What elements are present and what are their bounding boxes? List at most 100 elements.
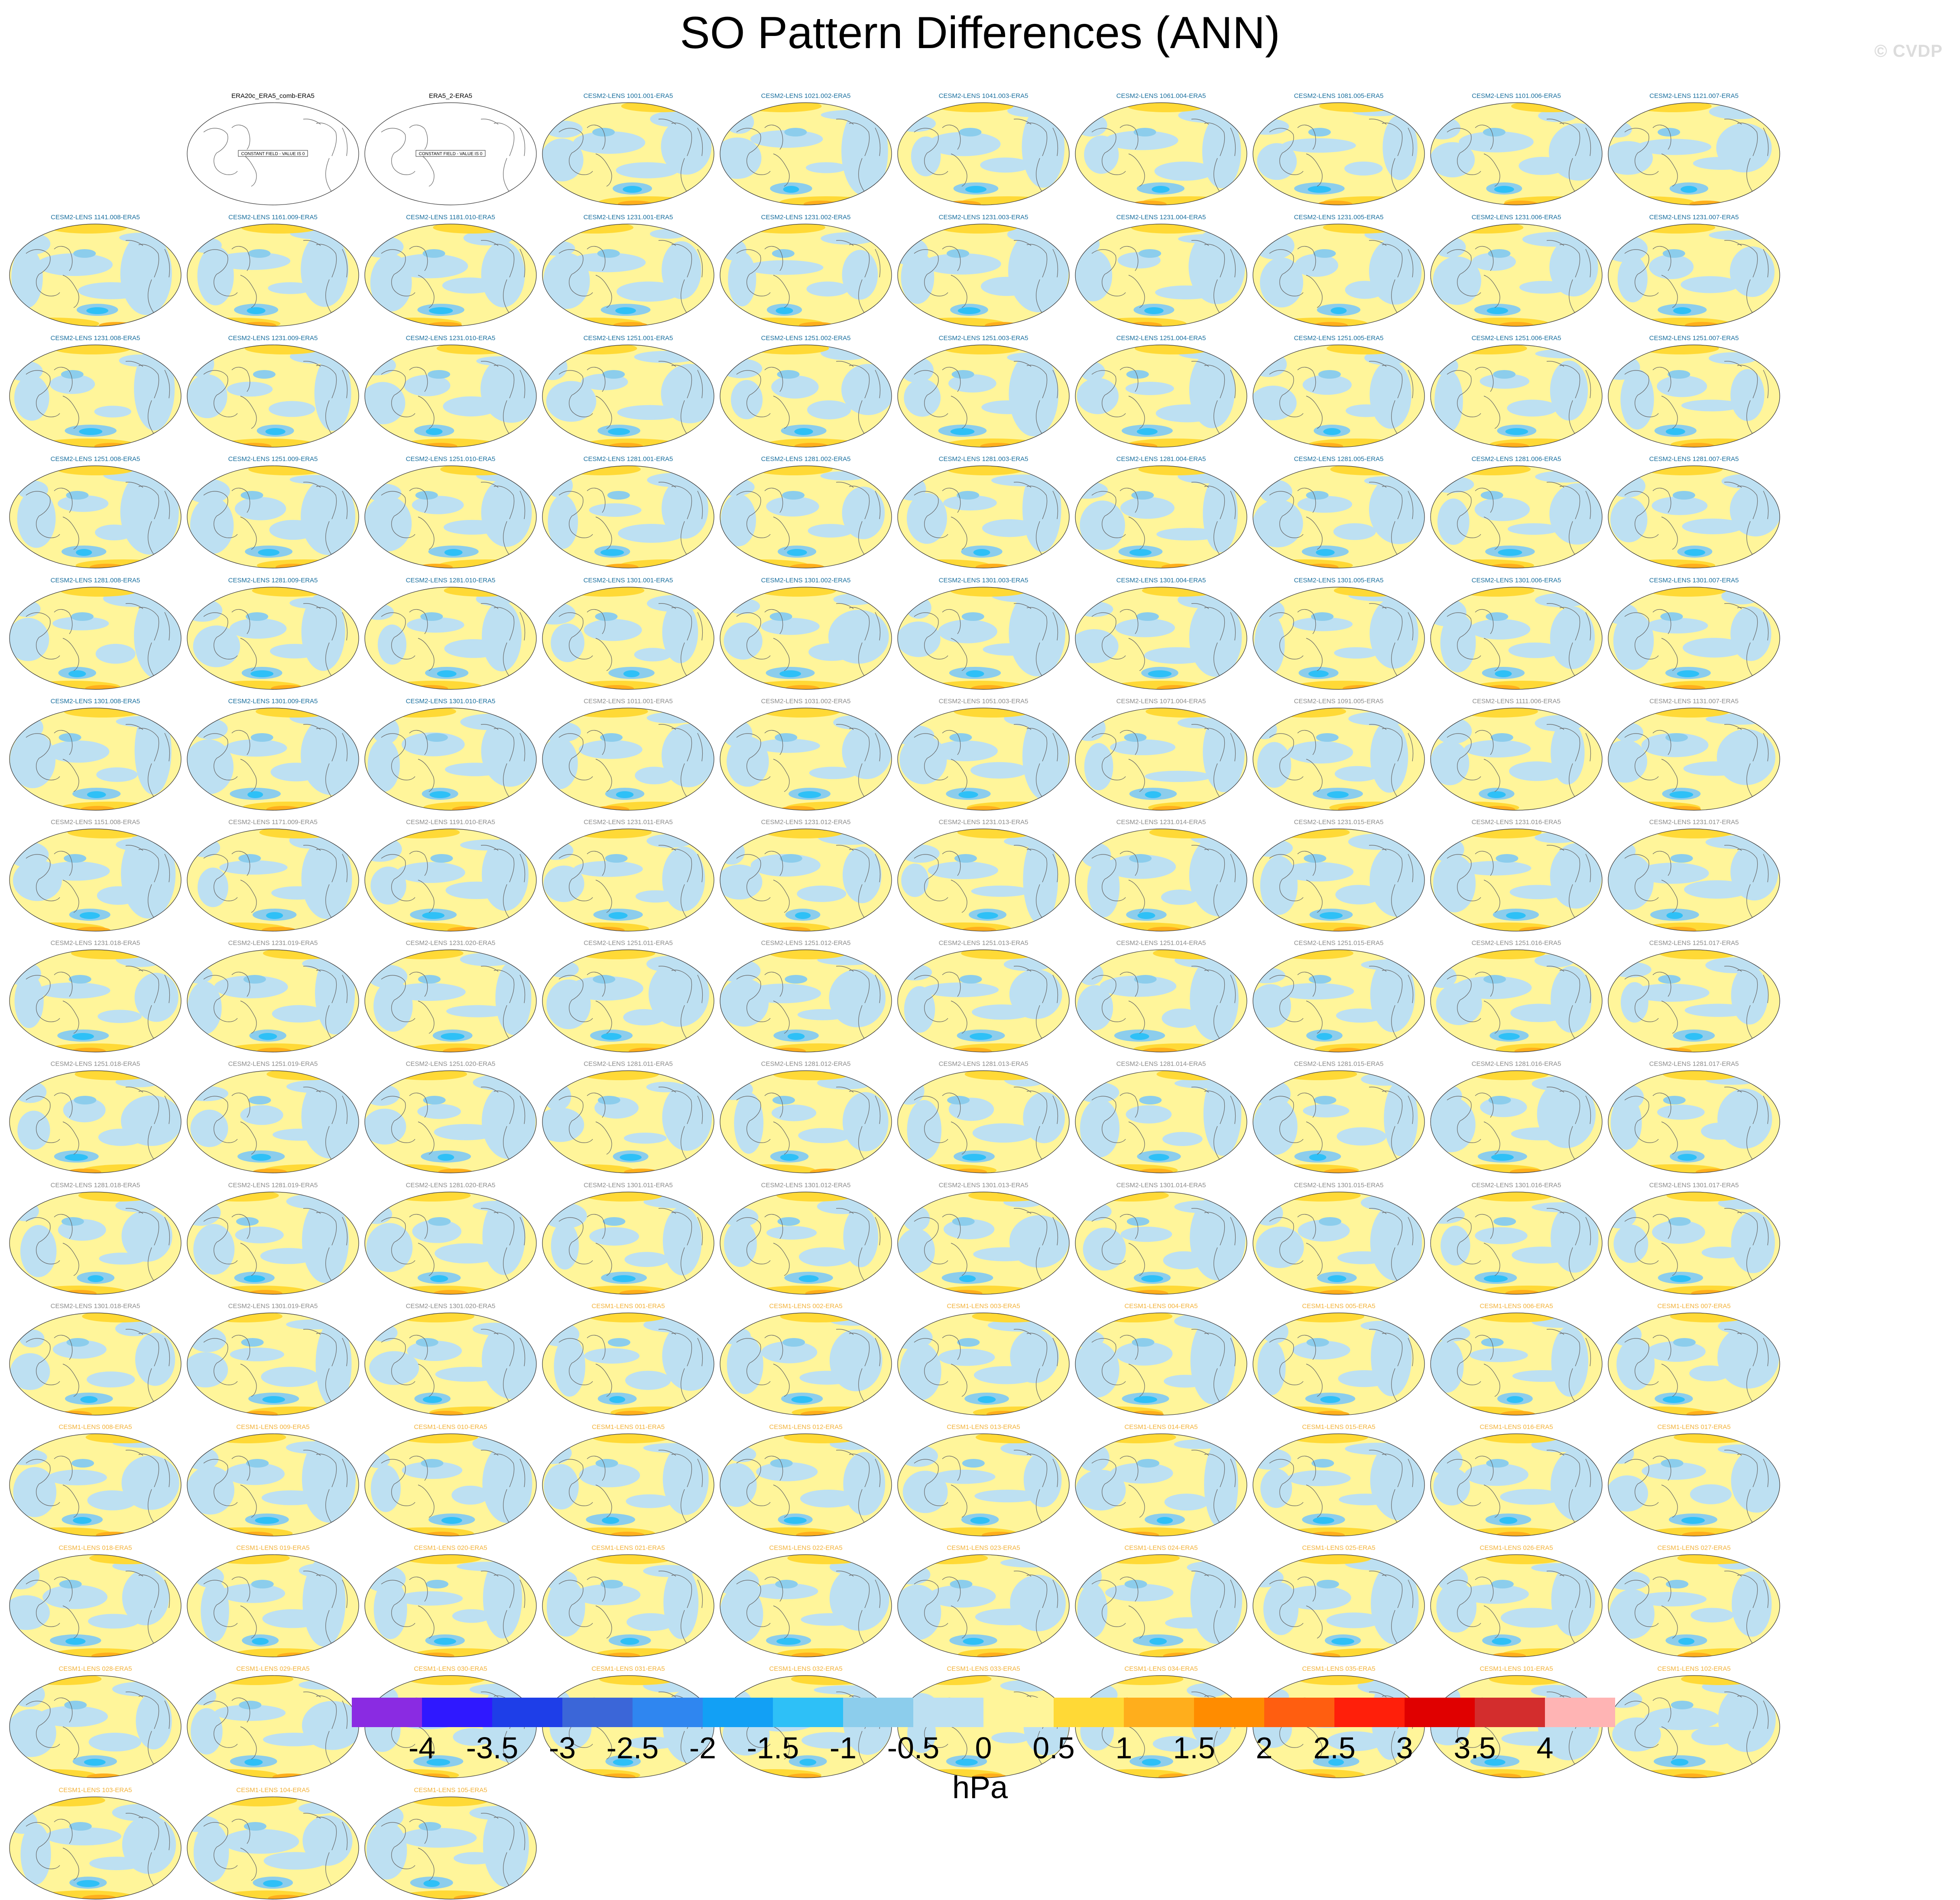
- panel-map: [1253, 828, 1425, 932]
- panel-map: [1253, 1433, 1425, 1536]
- panel-title: CESM1-LENS 001-ERA5: [591, 1302, 665, 1310]
- panel-title: CESM1-LENS 008-ERA5: [58, 1423, 132, 1431]
- panel-title: CESM1-LENS 026-ERA5: [1480, 1544, 1553, 1552]
- panel-map: [720, 1675, 892, 1778]
- panel-title: CESM2-LENS 1251.005-ERA5: [1294, 335, 1384, 342]
- panel-title: CESM2-LENS 1281.007-ERA5: [1649, 455, 1739, 463]
- panel-title: CESM2-LENS 1301.015-ERA5: [1294, 1181, 1384, 1189]
- panel-title: CESM2-LENS 1281.012-ERA5: [761, 1060, 851, 1068]
- panel-map: [1608, 102, 1780, 205]
- panel-title: CESM1-LENS 013-ERA5: [947, 1423, 1020, 1431]
- panel-title: CESM2-LENS 1021.002-ERA5: [761, 92, 851, 100]
- panel-map: [1608, 1312, 1780, 1416]
- panel-map: [364, 1675, 537, 1778]
- panel-title: CESM1-LENS 032-ERA5: [769, 1665, 843, 1673]
- panel-title: CESM1-LENS 015-ERA5: [1302, 1423, 1376, 1431]
- panel-title: CESM2-LENS 1251.014-ERA5: [1116, 939, 1206, 947]
- panel-title: CESM2-LENS 1231.016-ERA5: [1471, 818, 1561, 826]
- panel-map: [1075, 1433, 1247, 1536]
- panel-map: [9, 1675, 182, 1778]
- panel-title: CESM2-LENS 1251.015-ERA5: [1294, 939, 1384, 947]
- panel-map: [897, 1191, 1070, 1295]
- chart-title: SO Pattern Differences (ANN): [680, 8, 1280, 58]
- panel-map: [187, 708, 359, 811]
- panel-title: CESM2-LENS 1231.006-ERA5: [1471, 214, 1561, 221]
- panel-title: CESM2-LENS 1011.001-ERA5: [584, 697, 673, 705]
- panel-title: CESM2-LENS 1281.003-ERA5: [938, 455, 1029, 463]
- panel-map: [1608, 828, 1780, 932]
- panel-title: CESM2-LENS 1161.009-ERA5: [228, 214, 318, 221]
- panel-map: [1253, 344, 1425, 448]
- panel-map: [364, 344, 537, 448]
- panel-title: CESM2-LENS 1091.005-ERA5: [1294, 697, 1384, 705]
- panel-map: [187, 1312, 359, 1416]
- panel-map: [1608, 224, 1780, 327]
- panel-map: [542, 708, 714, 811]
- panel-map: [1430, 465, 1603, 568]
- constant-field-note: CONSTANT FIELD - VALUE IS 0: [241, 152, 305, 156]
- panel-title: CESM2-LENS 1281.004-ERA5: [1116, 455, 1206, 463]
- panel-map: [1430, 344, 1603, 448]
- panel-title: CESM2-LENS 1281.001-ERA5: [583, 455, 673, 463]
- panel-map: [1608, 1675, 1780, 1778]
- panel-map: [1430, 949, 1603, 1052]
- panel-map: [542, 1554, 714, 1657]
- panel-title: CESM2-LENS 1231.019-ERA5: [228, 939, 318, 947]
- panel-map: [1075, 708, 1247, 811]
- panel-map: [1608, 949, 1780, 1052]
- panel-map: [364, 708, 537, 811]
- panel-map: [9, 708, 182, 811]
- panel-map: [1608, 1433, 1780, 1536]
- panel-map: [897, 344, 1070, 448]
- panel-title: ERA20c_ERA5_comb-ERA5: [231, 92, 315, 100]
- panel-title: CESM2-LENS 1251.007-ERA5: [1649, 335, 1739, 342]
- panel-title: CESM2-LENS 1231.007-ERA5: [1649, 214, 1739, 221]
- panel-map: [364, 949, 537, 1052]
- panel-title: CESM1-LENS 027-ERA5: [1657, 1544, 1731, 1552]
- panel-title: CESM2-LENS 1171.009-ERA5: [228, 818, 318, 826]
- panel-title: CESM2-LENS 1251.002-ERA5: [761, 335, 851, 342]
- panel-title: CESM2-LENS 1301.016-ERA5: [1471, 1181, 1561, 1189]
- panel-map: [9, 1433, 182, 1536]
- panel-map: [1075, 465, 1247, 568]
- panel-title: CESM2-LENS 1151.008-ERA5: [51, 818, 140, 826]
- constant-field-note: CONSTANT FIELD - VALUE IS 0: [419, 152, 483, 156]
- panel-title: CESM2-LENS 1231.010-ERA5: [406, 335, 496, 342]
- panel-title: CESM2-LENS 1301.012-ERA5: [761, 1181, 851, 1189]
- panel-map: [1608, 1070, 1780, 1173]
- panel-map: [1608, 1191, 1780, 1295]
- panel-title: CESM1-LENS 103-ERA5: [58, 1786, 132, 1794]
- panel-title: CESM2-LENS 1281.005-ERA5: [1294, 455, 1384, 463]
- panel-title: CESM2-LENS 1301.020-ERA5: [406, 1302, 496, 1310]
- panel-title: CESM1-LENS 102-ERA5: [1657, 1665, 1731, 1673]
- panel-map: [9, 828, 182, 932]
- panel-title: CESM2-LENS 1231.015-ERA5: [1294, 818, 1384, 826]
- panel-title: CESM2-LENS 1181.010-ERA5: [406, 214, 495, 221]
- panel-map: [1608, 465, 1780, 568]
- panel-title: CESM1-LENS 034-ERA5: [1124, 1665, 1198, 1673]
- panel-map: [720, 102, 892, 205]
- panel-title: CESM2-LENS 1301.006-ERA5: [1471, 576, 1561, 584]
- panel-title: CESM2-LENS 1191.010-ERA5: [406, 818, 495, 826]
- panel-map: [1430, 224, 1603, 327]
- panel-map: [9, 1191, 182, 1295]
- panel-map: [1253, 465, 1425, 568]
- panel-map: [187, 1554, 359, 1657]
- panel-map: [720, 1312, 892, 1416]
- panel-map: [9, 1796, 182, 1900]
- panel-map: [9, 586, 182, 690]
- panel-map: [720, 708, 892, 811]
- panel-title: CESM2-LENS 1281.015-ERA5: [1294, 1060, 1384, 1068]
- panel-title: CESM2-LENS 1231.002-ERA5: [761, 214, 851, 221]
- panel-title: CESM1-LENS 101-ERA5: [1480, 1665, 1553, 1673]
- panel-title: CESM2-LENS 1231.018-ERA5: [50, 939, 140, 947]
- panel-map: [542, 344, 714, 448]
- panel-map: [897, 828, 1070, 932]
- panel-map: [364, 1796, 537, 1900]
- panel-title: CESM2-LENS 1281.009-ERA5: [228, 576, 318, 584]
- panel-title: CESM1-LENS 022-ERA5: [769, 1544, 843, 1552]
- panel-title: CESM2-LENS 1251.008-ERA5: [50, 455, 140, 463]
- panel-title: CESM2-LENS 1251.018-ERA5: [50, 1060, 140, 1068]
- panel-title: CESM1-LENS 028-ERA5: [58, 1665, 132, 1673]
- panel-title: CESM2-LENS 1231.012-ERA5: [761, 818, 851, 826]
